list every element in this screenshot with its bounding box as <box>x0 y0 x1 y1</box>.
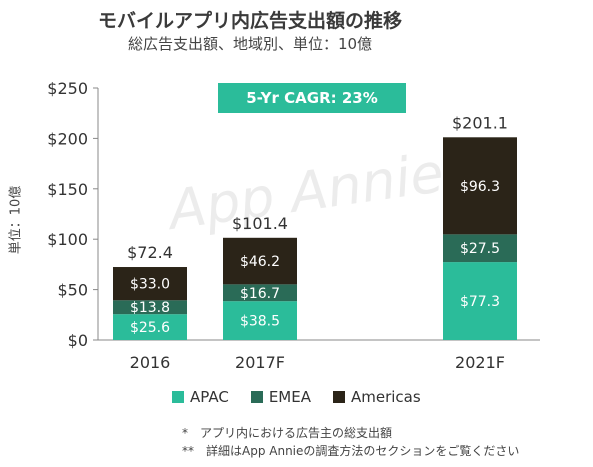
bar-segment-apac <box>443 262 517 340</box>
footnote-1: * アプリ内における広告主の総支出額 <box>182 426 393 440</box>
data-label: $46.2 <box>240 254 280 270</box>
y-tick-label: $250 <box>47 79 88 98</box>
data-label: $27.5 <box>460 241 500 257</box>
legend-label-emea: EMEA <box>268 388 311 406</box>
legend: APAC EMEA Americas <box>172 388 421 406</box>
bar-segment-americas <box>443 137 517 235</box>
legend-label-americas: Americas <box>351 388 421 406</box>
legend-item-emea: EMEA <box>250 388 311 406</box>
total-label: $101.4 <box>232 214 288 233</box>
legend-label-apac: APAC <box>190 388 229 406</box>
data-label: $33.0 <box>130 277 170 293</box>
bar-segment-emea <box>113 300 187 315</box>
cagr-badge: 5-Yr CAGR: 23% <box>218 83 406 113</box>
y-tick-label: $150 <box>47 180 88 199</box>
data-label: $38.5 <box>240 314 280 330</box>
bar-segment-emea <box>443 234 517 263</box>
y-tick-label: $0 <box>68 331 88 350</box>
data-label: $13.8 <box>130 300 170 316</box>
data-label: $25.6 <box>130 320 170 336</box>
total-label: $72.4 <box>127 243 173 262</box>
chart-subtitle: 総広告支出額、地域別、単位：10億 <box>127 35 373 53</box>
x-tick-label: 2021F <box>455 353 505 372</box>
data-label: $96.3 <box>460 179 500 195</box>
y-tick-label: $100 <box>47 230 88 249</box>
data-label: $77.3 <box>460 294 500 310</box>
y-tick-label: $200 <box>47 129 88 148</box>
y-tick-label: $50 <box>57 281 88 300</box>
bar-segment-apac <box>113 314 187 340</box>
legend-swatch-emea <box>250 391 263 403</box>
legend-swatch-americas <box>333 391 345 403</box>
footnote-2: ** 詳細はApp Annieの調査方法のセクションをご覧ください <box>182 444 520 458</box>
bar-segment-emea <box>223 284 297 302</box>
data-label: $16.7 <box>240 286 280 302</box>
legend-item-apac: APAC <box>172 388 229 406</box>
legend-swatch-apac <box>172 391 184 403</box>
chart-title: モバイルアプリ内広告支出額の推移 <box>97 10 402 32</box>
x-tick-label: 2017F <box>235 353 285 372</box>
bar-segment-apac <box>223 301 297 340</box>
y-axis-label: 単位：10億 <box>8 185 24 255</box>
total-label: $201.1 <box>452 113 508 132</box>
legend-item-americas: Americas <box>333 388 421 406</box>
x-tick-label: 2016 <box>130 353 171 372</box>
bar-segment-americas <box>223 237 297 285</box>
bar-segment-americas <box>113 267 187 301</box>
footnotes: * アプリ内における広告主の総支出額 ** 詳細はApp Annieの調査方法の… <box>182 424 519 460</box>
